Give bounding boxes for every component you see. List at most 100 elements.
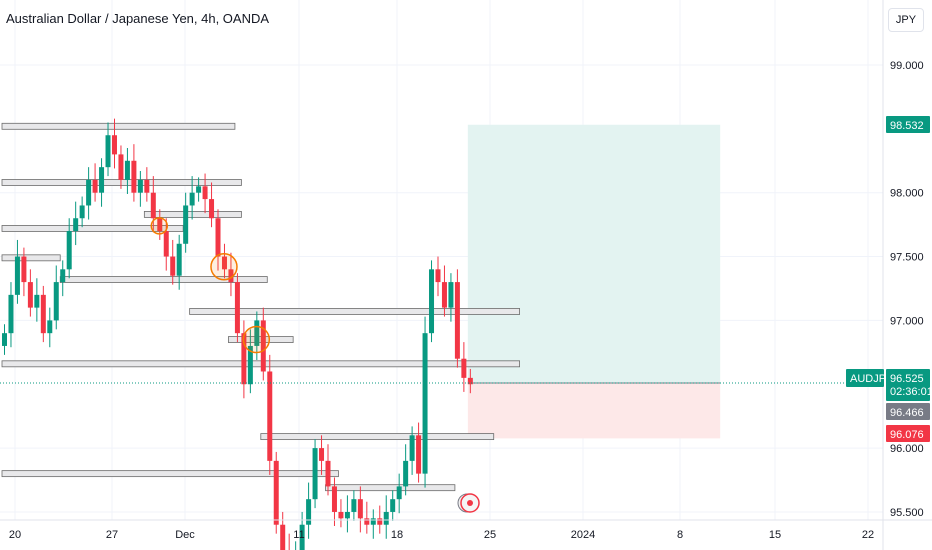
price-label: 96.466: [886, 403, 930, 420]
currency-button[interactable]: JPY: [888, 8, 924, 32]
candle: [196, 177, 202, 202]
candle: [331, 477, 337, 526]
candle-body: [247, 345, 253, 385]
candle-body: [377, 518, 383, 525]
candle-body: [14, 256, 20, 295]
candle: [34, 278, 40, 322]
level-box: [1, 122, 236, 130]
chart-title: Australian Dollar / Japanese Yen, 4h, OA…: [6, 11, 270, 26]
candle-body: [8, 294, 14, 334]
candle: [448, 273, 454, 322]
candle: [73, 201, 79, 246]
candle-body: [267, 371, 273, 461]
candle: [183, 192, 189, 253]
candle-body: [364, 518, 370, 525]
candle-body: [73, 218, 79, 232]
candle: [357, 486, 363, 533]
level-box: [189, 308, 521, 315]
level-box: [1, 254, 61, 262]
candle: [370, 509, 376, 539]
stop-price-label-bg: [886, 425, 930, 442]
candle: [170, 239, 176, 285]
candle: [416, 422, 422, 483]
y-tick-label: 97.000: [890, 315, 924, 327]
candle-body: [396, 486, 402, 500]
candle: [461, 342, 467, 392]
candle: [27, 269, 33, 317]
candle: [325, 444, 331, 496]
candle-body: [351, 499, 357, 512]
y-tick-label: 95.500: [890, 507, 924, 519]
candle: [111, 118, 117, 169]
candle: [288, 533, 290, 550]
candle: [435, 256, 441, 297]
candle-body: [105, 135, 111, 168]
candle: [403, 444, 409, 496]
candle: [221, 243, 227, 279]
candle: [40, 285, 46, 343]
candle: [150, 176, 156, 233]
candle: [260, 307, 266, 381]
candle-body: [170, 256, 176, 276]
candle: [409, 426, 415, 475]
candle: [92, 163, 98, 202]
last-price-label-text: 02:36:01: [890, 386, 932, 398]
candle-body: [319, 448, 325, 461]
x-tick-label: 11: [293, 529, 304, 541]
candle-body: [92, 179, 98, 193]
candle-body: [241, 333, 247, 385]
level-box: [1, 470, 339, 478]
candle: [422, 316, 428, 488]
candle-body: [21, 256, 27, 283]
candle-body: [131, 160, 137, 193]
candle: [312, 439, 318, 509]
level-box: [260, 433, 495, 441]
x-tick-label: 22: [862, 529, 874, 541]
candle: [8, 282, 14, 348]
candle-body: [403, 460, 409, 487]
candle-body: [234, 282, 240, 334]
candle: [429, 260, 435, 343]
candle: [228, 252, 234, 297]
symbol-label-bg: [846, 369, 884, 387]
candle-body: [176, 243, 182, 276]
candle-body: [299, 524, 305, 550]
x-tick-label: 27: [106, 529, 118, 541]
candle: [441, 265, 447, 317]
candle-body: [260, 320, 266, 372]
candle-body: [435, 269, 441, 283]
y-tick-label: 99.000: [890, 60, 924, 72]
candle-body: [221, 256, 227, 270]
candle-body: [254, 320, 260, 346]
candle: [280, 511, 286, 550]
candle: [454, 269, 460, 368]
candle: [247, 329, 253, 394]
level-box: [325, 484, 456, 492]
candle-body: [47, 320, 53, 334]
candle-body: [273, 460, 279, 525]
candle: [118, 145, 124, 189]
candle: [241, 320, 247, 399]
candle: [273, 451, 279, 534]
candle-body: [2, 333, 7, 346]
candle-body: [467, 377, 473, 385]
candle: [21, 247, 27, 297]
candle-body: [196, 186, 202, 193]
highlight-circle: [150, 217, 169, 235]
candle: [215, 209, 221, 271]
candle-body: [312, 448, 318, 500]
candle-body: [429, 269, 435, 334]
candle: [306, 482, 312, 539]
price-label-text: 96.466: [890, 407, 924, 419]
candle-body: [344, 511, 350, 519]
candle: [344, 495, 350, 533]
last-price-label-text: 96.525: [890, 373, 924, 385]
candle-body: [66, 231, 72, 270]
y-tick-label: 96.000: [890, 443, 924, 455]
symbol-label-text: AUDJPY: [850, 373, 894, 385]
candle: [176, 234, 182, 290]
candle-body: [383, 511, 389, 525]
candle: [66, 218, 72, 279]
candle: [319, 435, 325, 475]
